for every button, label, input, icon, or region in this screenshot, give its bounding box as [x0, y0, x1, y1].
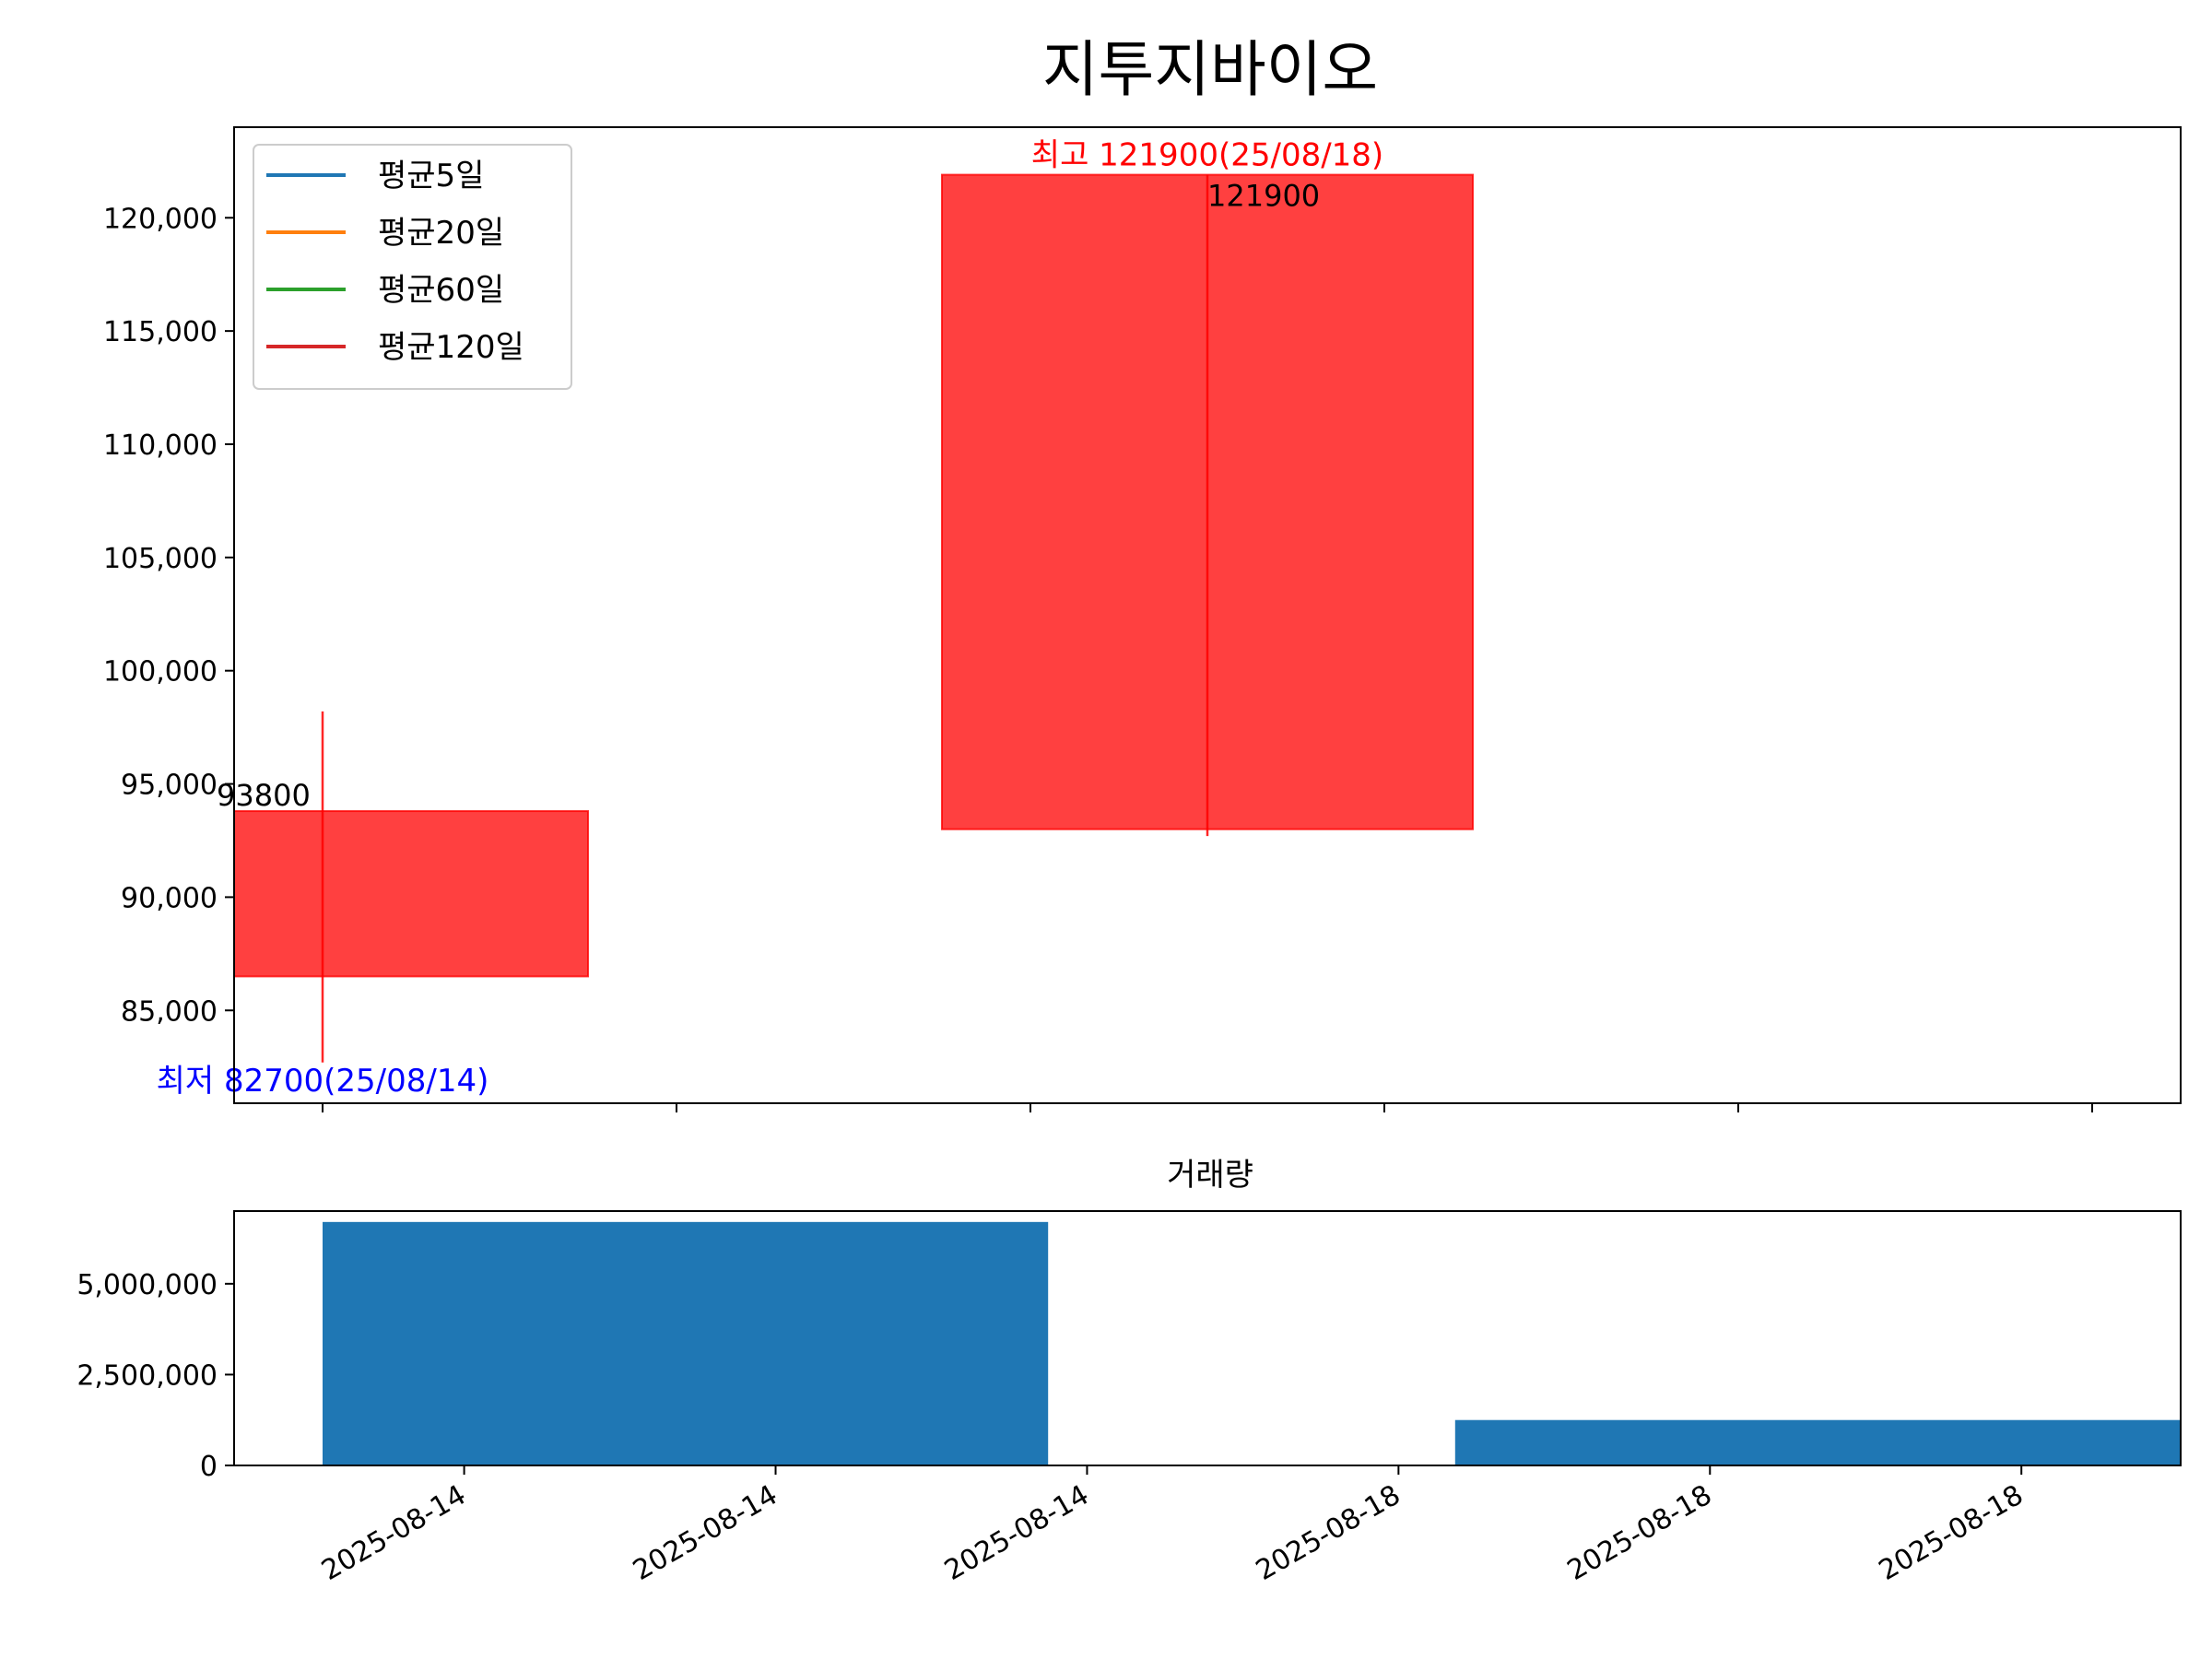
legend-entry-label: 평균5일 — [378, 158, 484, 194]
volume-y-tick-label: 0 — [200, 1451, 218, 1483]
volume-plot-frame — [233, 1210, 2182, 1466]
price-y-tick-label: 110,000 — [103, 429, 218, 462]
candle-body — [233, 810, 589, 978]
candle-close-label: 121900 — [1207, 179, 1320, 214]
volume-y-tick-label: 2,500,000 — [76, 1359, 218, 1392]
price-y-tick-label: 100,000 — [103, 656, 218, 688]
volume-bar — [1454, 1419, 2181, 1465]
volume-chart-title: 거래량 — [1167, 1157, 1253, 1194]
legend-entry-label: 평균20일 — [378, 215, 504, 252]
price-y-tick-label: 95,000 — [121, 770, 218, 802]
price-y-tick-label: 120,000 — [103, 203, 218, 235]
low-price-annotation: 최저 82700(25/08/14) — [157, 1063, 489, 1100]
chart-title: 지투지바이오 — [1042, 34, 1378, 105]
price-plot-frame — [233, 126, 2182, 1104]
legend-entry-label: 평균120일 — [378, 329, 524, 366]
high-price-annotation: 최고 121900(25/08/18) — [1031, 137, 1383, 174]
volume-bar — [323, 1221, 1049, 1465]
legend-entry-label: 평균60일 — [378, 272, 504, 309]
price-y-tick-label: 105,000 — [103, 543, 218, 575]
legend-box — [253, 144, 572, 390]
volume-y-tick-label: 5,000,000 — [76, 1269, 218, 1301]
price-y-tick-label: 85,000 — [121, 995, 218, 1028]
price-y-tick-label: 90,000 — [121, 882, 218, 914]
price-y-tick-label: 115,000 — [103, 316, 218, 348]
